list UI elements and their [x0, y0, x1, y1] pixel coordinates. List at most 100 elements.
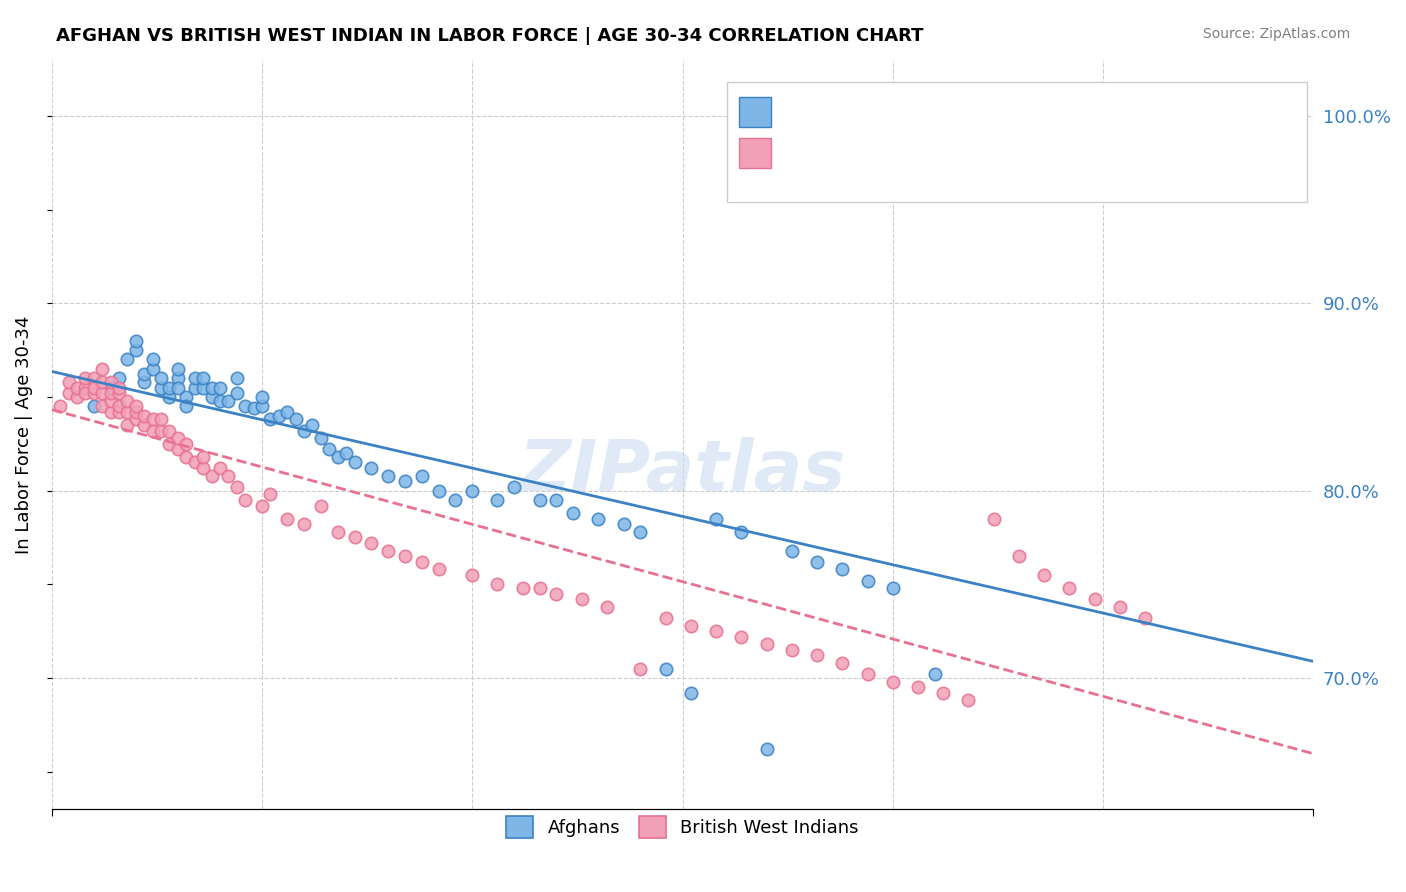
Point [108, 380, 131, 394]
Point [394, 474, 416, 488]
Point [117, 405, 139, 419]
Point [267, 409, 290, 423]
Point [233, 492, 256, 507]
Point [343, 531, 366, 545]
Point [377, 468, 399, 483]
Legend: Afghans, British West Indians: Afghans, British West Indians [499, 809, 866, 845]
Point [100, 375, 122, 389]
Point [191, 380, 214, 394]
Point [142, 361, 165, 376]
Point [301, 417, 323, 432]
Point [167, 431, 190, 445]
Point [134, 417, 156, 432]
Text: Source: ZipAtlas.com: Source: ZipAtlas.com [1202, 27, 1350, 41]
Point [91, 386, 114, 401]
Point [679, 686, 702, 700]
Text: R =  0.157   N = 89: R = 0.157 N = 89 [790, 161, 997, 178]
Point [529, 581, 551, 595]
Point [546, 587, 568, 601]
Point [66, 390, 89, 404]
Point [125, 343, 148, 357]
Point [159, 380, 181, 394]
Point [461, 568, 484, 582]
Point [100, 386, 122, 401]
Point [91, 361, 114, 376]
Point [806, 555, 828, 569]
Point [150, 412, 173, 426]
Point [907, 681, 929, 695]
Point [134, 375, 156, 389]
Point [108, 386, 131, 401]
Point [654, 611, 676, 625]
Point [1059, 581, 1081, 595]
Point [250, 399, 273, 413]
Point [780, 643, 803, 657]
Point [200, 468, 222, 483]
Point [309, 431, 332, 445]
Point [100, 393, 122, 408]
Point [309, 499, 332, 513]
Point [217, 393, 239, 408]
Point [377, 543, 399, 558]
Point [167, 380, 190, 394]
Point [1108, 599, 1130, 614]
Point [444, 492, 467, 507]
Point [486, 577, 509, 591]
Point [108, 371, 131, 385]
Point [150, 380, 173, 394]
Point [259, 487, 281, 501]
Point [596, 599, 619, 614]
Point [83, 380, 105, 394]
Point [755, 742, 778, 756]
Point [284, 412, 307, 426]
Point [75, 386, 97, 401]
Point [208, 380, 231, 394]
Point [924, 667, 946, 681]
Point [427, 562, 450, 576]
Point [91, 375, 114, 389]
Point [167, 361, 190, 376]
Point [167, 371, 190, 385]
Text: R = -0.281   N = 72: R = -0.281 N = 72 [790, 116, 997, 134]
FancyBboxPatch shape [727, 82, 1308, 202]
Point [806, 648, 828, 663]
Point [588, 511, 610, 525]
Point [486, 492, 509, 507]
Point [83, 386, 105, 401]
Point [1033, 568, 1056, 582]
Point [1008, 549, 1031, 564]
Point [134, 368, 156, 382]
Point [49, 399, 72, 413]
Point [704, 511, 727, 525]
Point [335, 446, 357, 460]
Point [250, 390, 273, 404]
Point [571, 592, 593, 607]
Point [134, 409, 156, 423]
Point [117, 417, 139, 432]
Point [142, 412, 165, 426]
Point [394, 549, 416, 564]
Point [730, 630, 752, 644]
Point [292, 517, 315, 532]
Point [150, 424, 173, 438]
Point [225, 386, 247, 401]
Point [704, 624, 727, 639]
Point [176, 436, 198, 450]
Point [411, 555, 433, 569]
Point [630, 524, 652, 539]
Point [75, 380, 97, 394]
Point [276, 405, 298, 419]
Point [225, 480, 247, 494]
Point [225, 371, 247, 385]
Point [75, 371, 97, 385]
Point [242, 401, 264, 416]
Point [83, 371, 105, 385]
Point [1175, 99, 1198, 113]
Point [108, 405, 131, 419]
Point [882, 674, 904, 689]
Point [318, 442, 340, 457]
Point [83, 399, 105, 413]
Point [191, 450, 214, 464]
Point [983, 511, 1005, 525]
Point [512, 581, 534, 595]
